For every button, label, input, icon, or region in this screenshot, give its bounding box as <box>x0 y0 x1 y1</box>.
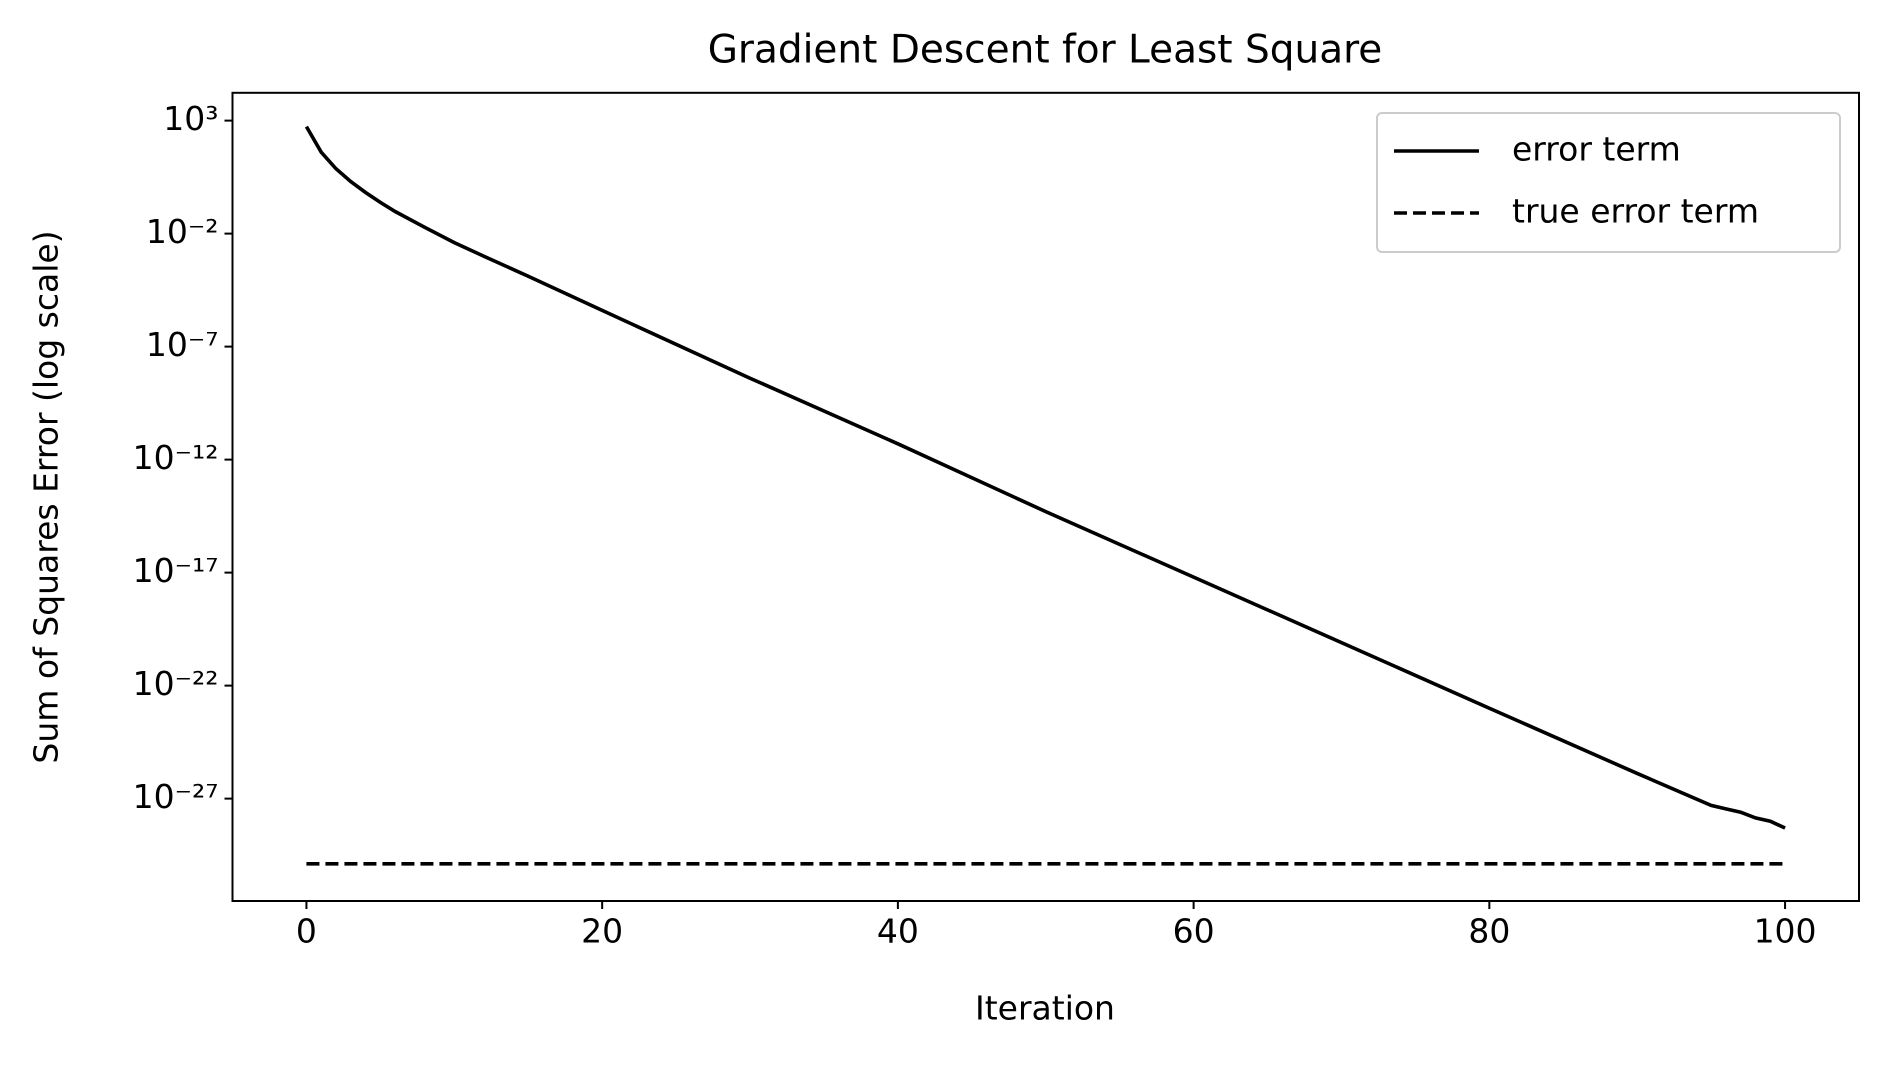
x-tick-label: 80 <box>1468 912 1510 951</box>
y-tick-label: 10⁻²⁷ <box>133 777 219 816</box>
y-tick-label: 10⁻¹⁷ <box>133 551 219 590</box>
y-tick-label: 10⁻²² <box>133 664 219 703</box>
x-tick-label: 100 <box>1754 912 1817 951</box>
chart-title: Gradient Descent for Least Square <box>708 28 1383 73</box>
x-tick-label: 20 <box>581 912 623 951</box>
y-tick-label: 10⁻¹² <box>133 438 219 477</box>
legend-label: error term <box>1512 130 1681 169</box>
legend-label: true error term <box>1512 192 1759 231</box>
x-tick-label: 0 <box>296 912 317 951</box>
y-tick-label: 10⁻² <box>146 212 219 251</box>
x-axis-label: Iteration <box>975 989 1115 1028</box>
y-tick-label: 10³ <box>163 99 218 138</box>
x-tick-label: 40 <box>877 912 919 951</box>
legend-box <box>1376 112 1841 253</box>
plot-frame <box>231 91 1860 903</box>
y-tick-label: 10⁻⁷ <box>146 325 219 364</box>
x-tick-label: 60 <box>1173 912 1215 951</box>
line <box>304 125 1786 830</box>
y-axis-label: Sum of Squares Error (log scale) <box>27 230 66 763</box>
